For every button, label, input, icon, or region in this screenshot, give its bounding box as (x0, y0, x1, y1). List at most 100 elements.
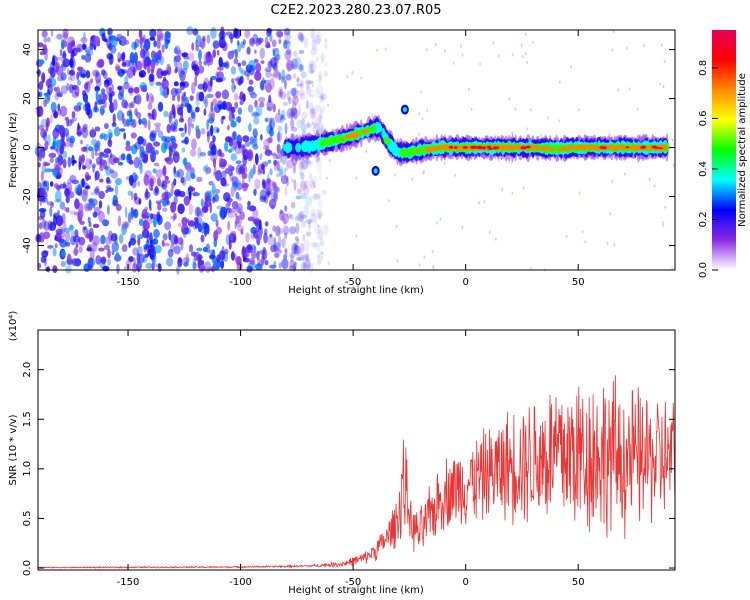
noise-blob (38, 162, 41, 168)
signal-blob (557, 147, 563, 152)
noise-blob (144, 253, 149, 258)
noise-blob (299, 92, 306, 100)
noise-blob (89, 35, 94, 47)
noise-blob (316, 209, 323, 219)
noise-blob (78, 210, 84, 218)
noise-blob (106, 176, 111, 184)
noise-blob (288, 96, 292, 105)
noise-blob (293, 245, 301, 256)
noise-blob (249, 257, 255, 265)
noise-blob (275, 186, 279, 192)
noise-blob (96, 99, 104, 105)
noise-blob (293, 179, 297, 191)
noise-dot (520, 43, 523, 47)
noise-dot (423, 255, 426, 259)
noise-blob (99, 134, 104, 140)
noise-blob (168, 145, 173, 157)
noise-blob (218, 56, 223, 68)
noise-blob (177, 257, 183, 268)
noise-blob (123, 132, 126, 140)
noise-blob (77, 66, 84, 71)
noise-blob (112, 194, 118, 206)
noise-blob (231, 201, 239, 209)
noise-blob (152, 57, 156, 63)
noise-blob (308, 262, 314, 267)
noise-blob (173, 56, 177, 68)
noise-blob (208, 113, 212, 119)
noise-dot (326, 176, 328, 180)
noise-dot (514, 107, 517, 111)
noise-blob (47, 83, 53, 95)
colorbar-tick-label: 0.8 (698, 60, 709, 76)
noise-blob (133, 86, 140, 94)
noise-blob (275, 153, 281, 160)
noise-blob (292, 108, 300, 119)
signal-blob (426, 146, 432, 153)
noise-blob (184, 96, 190, 107)
noise-blob (218, 103, 226, 110)
noise-blob (106, 52, 114, 60)
noise-dot (628, 87, 631, 91)
noise-blob (65, 241, 71, 247)
noise-blob (46, 36, 51, 43)
noise-blob (94, 101, 98, 113)
noise-blob (128, 174, 134, 186)
noise-blob (230, 185, 235, 198)
noise-blob (305, 99, 309, 110)
noise-blob (314, 44, 318, 52)
noise-blob (128, 241, 131, 248)
noise-blob (156, 177, 162, 187)
noise-blob (264, 36, 269, 47)
noise-blob (291, 107, 298, 116)
noise-blob (281, 258, 289, 270)
noise-blob (177, 93, 181, 102)
noise-blob (42, 44, 48, 55)
noise-blob (129, 52, 135, 64)
noise-blob (323, 70, 328, 77)
noise-blob (181, 52, 189, 58)
noise-blob (297, 31, 303, 41)
noise-blob (59, 48, 63, 57)
noise-blob (312, 242, 318, 250)
noise-blob (296, 76, 300, 83)
noise-blob (183, 262, 189, 267)
noise-blob (67, 178, 72, 185)
noise-dot (664, 205, 667, 209)
noise-blob (289, 226, 297, 235)
noise-blob (106, 187, 114, 192)
noise-blob (161, 78, 169, 90)
noise-blob (301, 220, 306, 228)
noise-blob (78, 155, 82, 167)
noise-blob (106, 39, 112, 49)
noise-blob (150, 146, 155, 154)
noise-blob (178, 118, 185, 123)
noise-blob (52, 55, 56, 67)
x-tick-label: 0 (462, 277, 468, 288)
noise-blob (56, 56, 64, 61)
noise-blob (308, 179, 315, 185)
noise-blob (236, 203, 244, 214)
noise-blob (230, 251, 235, 261)
noise-blob (89, 159, 92, 165)
noise-blob (43, 180, 48, 187)
noise-blob (77, 122, 80, 131)
noise-blob (169, 135, 176, 141)
noise-blob (306, 80, 314, 85)
noise-blob (278, 165, 284, 176)
noise-blob (213, 230, 219, 242)
noise-blob (247, 248, 253, 254)
noise-blob (137, 245, 143, 257)
noise-blob (203, 60, 208, 66)
noise-blob (254, 217, 261, 227)
noise-dot (355, 234, 358, 238)
noise-blob (69, 69, 75, 76)
noise-blob (279, 117, 284, 124)
noise-blob (292, 87, 299, 100)
colorbar-gradient (712, 30, 736, 270)
noise-blob (314, 122, 320, 130)
noise-blob (263, 179, 271, 192)
noise-blob (163, 179, 171, 184)
noise-blob (94, 185, 100, 196)
noise-blob (289, 214, 294, 220)
noise-blob (308, 63, 314, 70)
